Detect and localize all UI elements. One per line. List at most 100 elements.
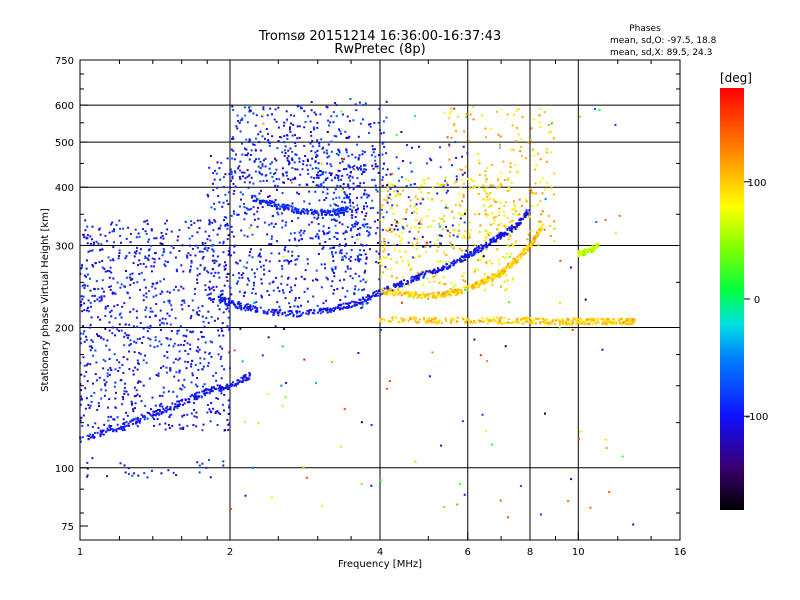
- echo-point: [489, 192, 492, 195]
- echo-point: [405, 283, 407, 286]
- echo-point: [108, 286, 111, 288]
- echo-point: [511, 262, 514, 265]
- echo-point: [130, 419, 133, 422]
- echo-point: [125, 255, 128, 258]
- echo-point: [238, 121, 241, 124]
- echo-point: [190, 261, 193, 264]
- echo-point: [453, 317, 456, 320]
- echo-point: [351, 235, 354, 238]
- echo-point: [113, 241, 116, 244]
- echo-point: [284, 224, 287, 227]
- echo-point: [384, 265, 387, 268]
- echo-point: [136, 325, 138, 328]
- echo-point: [196, 267, 199, 270]
- echo-point: [402, 160, 404, 162]
- echo-point: [426, 320, 429, 323]
- echo-point: [508, 255, 511, 258]
- echo-point: [486, 230, 489, 233]
- echo-point: [288, 128, 291, 131]
- echo-point: [363, 249, 365, 252]
- echo-point: [343, 201, 346, 204]
- echo-point: [585, 319, 588, 322]
- echo-point: [198, 309, 201, 312]
- echo-point: [227, 297, 230, 300]
- echo-point: [99, 233, 102, 236]
- echo-point: [428, 317, 431, 320]
- echo-point: [196, 385, 199, 388]
- echo-point: [415, 277, 418, 280]
- echo-point: [378, 278, 381, 281]
- echo-point: [468, 232, 471, 235]
- echo-point: [461, 317, 464, 320]
- echo-point: [394, 218, 396, 221]
- echo-point: [113, 385, 116, 388]
- echo-point: [296, 315, 298, 318]
- echo-point: [128, 296, 131, 299]
- echo-point: [503, 232, 506, 235]
- echo-point: [585, 249, 588, 252]
- echo-point: [494, 319, 497, 322]
- echo-point: [493, 273, 495, 276]
- echo-point: [434, 317, 437, 320]
- echo-point: [465, 249, 468, 252]
- echo-point: [324, 211, 327, 213]
- echo-point: [127, 473, 130, 476]
- echo-point: [506, 113, 509, 116]
- echo-point: [231, 383, 234, 386]
- echo-point: [526, 238, 529, 241]
- echo-point: [390, 267, 393, 270]
- echo-point: [167, 423, 170, 426]
- echo-point: [437, 322, 439, 325]
- echo-point: [380, 291, 383, 294]
- echo-point: [484, 244, 487, 247]
- echo-point: [413, 316, 415, 319]
- echo-point: [409, 294, 412, 297]
- echo-point: [159, 236, 162, 239]
- echo-point: [220, 161, 223, 164]
- echo-point: [442, 185, 445, 188]
- echo-point: [220, 290, 223, 293]
- echo-point: [499, 222, 502, 225]
- echo-point: [249, 305, 252, 308]
- echo-point: [506, 190, 509, 192]
- echo-point: [345, 243, 348, 246]
- echo-point: [569, 266, 572, 269]
- echo-point: [328, 210, 331, 213]
- echo-point: [440, 235, 443, 237]
- echo-point: [261, 165, 264, 168]
- echo-point: [369, 122, 372, 125]
- echo-point: [329, 204, 332, 207]
- echo-point: [383, 241, 386, 244]
- echo-point: [413, 237, 416, 240]
- echo-point: [606, 318, 609, 320]
- echo-point: [345, 151, 348, 154]
- echo-point: [86, 225, 89, 228]
- echo-point: [468, 234, 470, 237]
- echo-point: [626, 317, 629, 320]
- echo-point: [381, 204, 384, 207]
- echo-point: [217, 411, 220, 414]
- echo-point: [313, 216, 316, 219]
- echo-point: [142, 416, 145, 418]
- echo-point: [446, 290, 449, 293]
- echo-point: [368, 297, 371, 300]
- echo-point: [386, 184, 389, 187]
- echo-point: [194, 254, 197, 257]
- echo-point: [93, 436, 96, 439]
- echo-point: [328, 172, 331, 174]
- echo-point: [138, 252, 141, 255]
- echo-point: [520, 154, 523, 157]
- echo-point: [429, 241, 432, 244]
- echo-point: [430, 271, 433, 274]
- echo-point: [146, 411, 149, 414]
- echo-point: [166, 408, 169, 411]
- echo-point: [288, 239, 291, 242]
- echo-point: [235, 261, 238, 264]
- echo-point: [150, 414, 153, 417]
- echo-point: [363, 271, 366, 274]
- echo-point: [337, 306, 339, 308]
- echo-point: [286, 204, 289, 206]
- echo-point: [552, 137, 555, 140]
- echo-point: [163, 278, 165, 281]
